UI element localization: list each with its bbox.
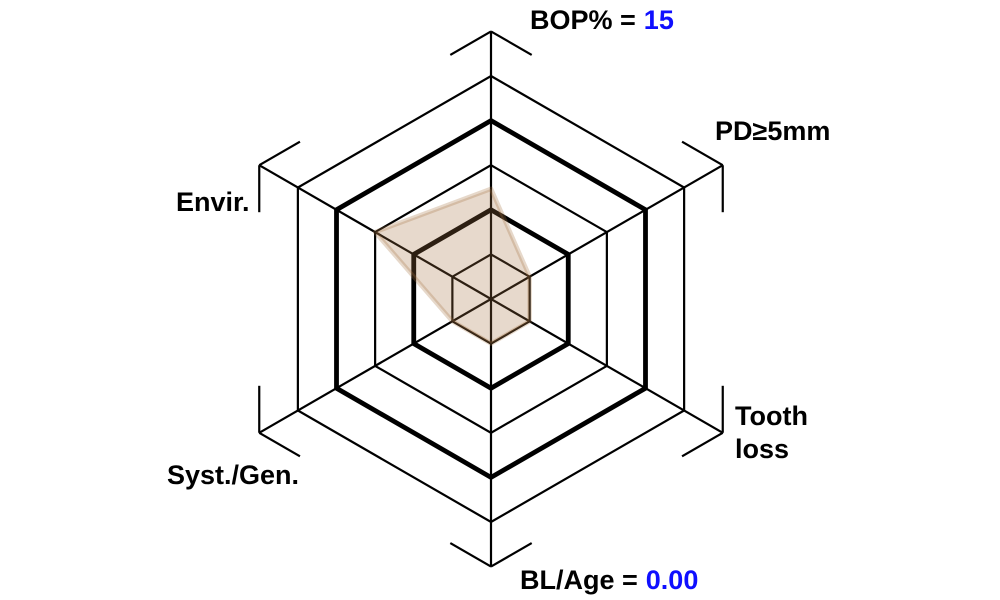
axis-line-4 xyxy=(258,298,492,434)
envir-label-text: Envir. xyxy=(176,187,250,217)
axis-end-cap-0-1 xyxy=(490,30,533,56)
axis-label-pd: PD≥5mm xyxy=(715,116,830,146)
axis-label-syst-gen: Syst./Gen. xyxy=(167,460,299,490)
axis-label-bl-age: BL/Age = 0.00 xyxy=(520,565,698,595)
axis-line-2 xyxy=(490,298,724,434)
bop-label-text: BOP% = xyxy=(530,5,636,35)
pd-label-text: PD≥5mm xyxy=(715,116,831,146)
axis-end-cap-0-0 xyxy=(449,30,492,56)
axis-end-cap-5-1 xyxy=(258,140,301,167)
axis-end-cap-2-1 xyxy=(681,431,724,458)
bl-age-label-text: BL/Age = xyxy=(520,565,638,595)
syst-gen-label-text: Syst./Gen. xyxy=(167,460,300,490)
bop-value: 15 xyxy=(643,5,674,35)
tooth-loss-label-text: Tooth loss xyxy=(735,401,808,464)
risk-profile-polygon xyxy=(372,186,532,346)
axis-end-cap-4-0 xyxy=(258,431,301,458)
axis-end-cap-1-0 xyxy=(681,140,724,167)
axis-label-tooth-loss: Tooth loss xyxy=(735,400,830,466)
axis-line-5 xyxy=(258,164,492,300)
axis-line-1 xyxy=(490,164,724,300)
axis-end-cap-3-0 xyxy=(490,542,533,568)
axis-label-envir: Envir. xyxy=(176,187,250,217)
bl-age-value: 0.00 xyxy=(645,565,699,595)
axis-label-bop: BOP% = 15 xyxy=(530,5,674,35)
axis-end-cap-3-1 xyxy=(449,542,492,568)
